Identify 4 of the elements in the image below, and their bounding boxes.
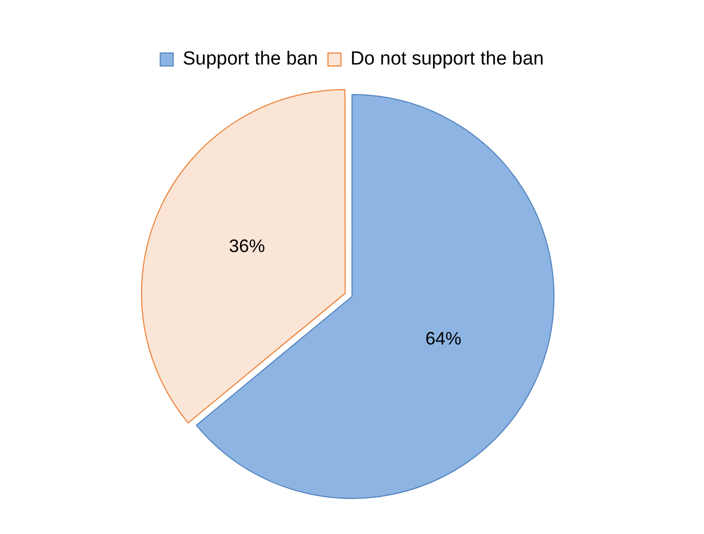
data-label: 64% bbox=[425, 328, 462, 348]
legend-label: Support the ban bbox=[182, 48, 318, 70]
data-label: 36% bbox=[229, 236, 266, 256]
legend-label: Do not support the ban bbox=[350, 48, 544, 70]
